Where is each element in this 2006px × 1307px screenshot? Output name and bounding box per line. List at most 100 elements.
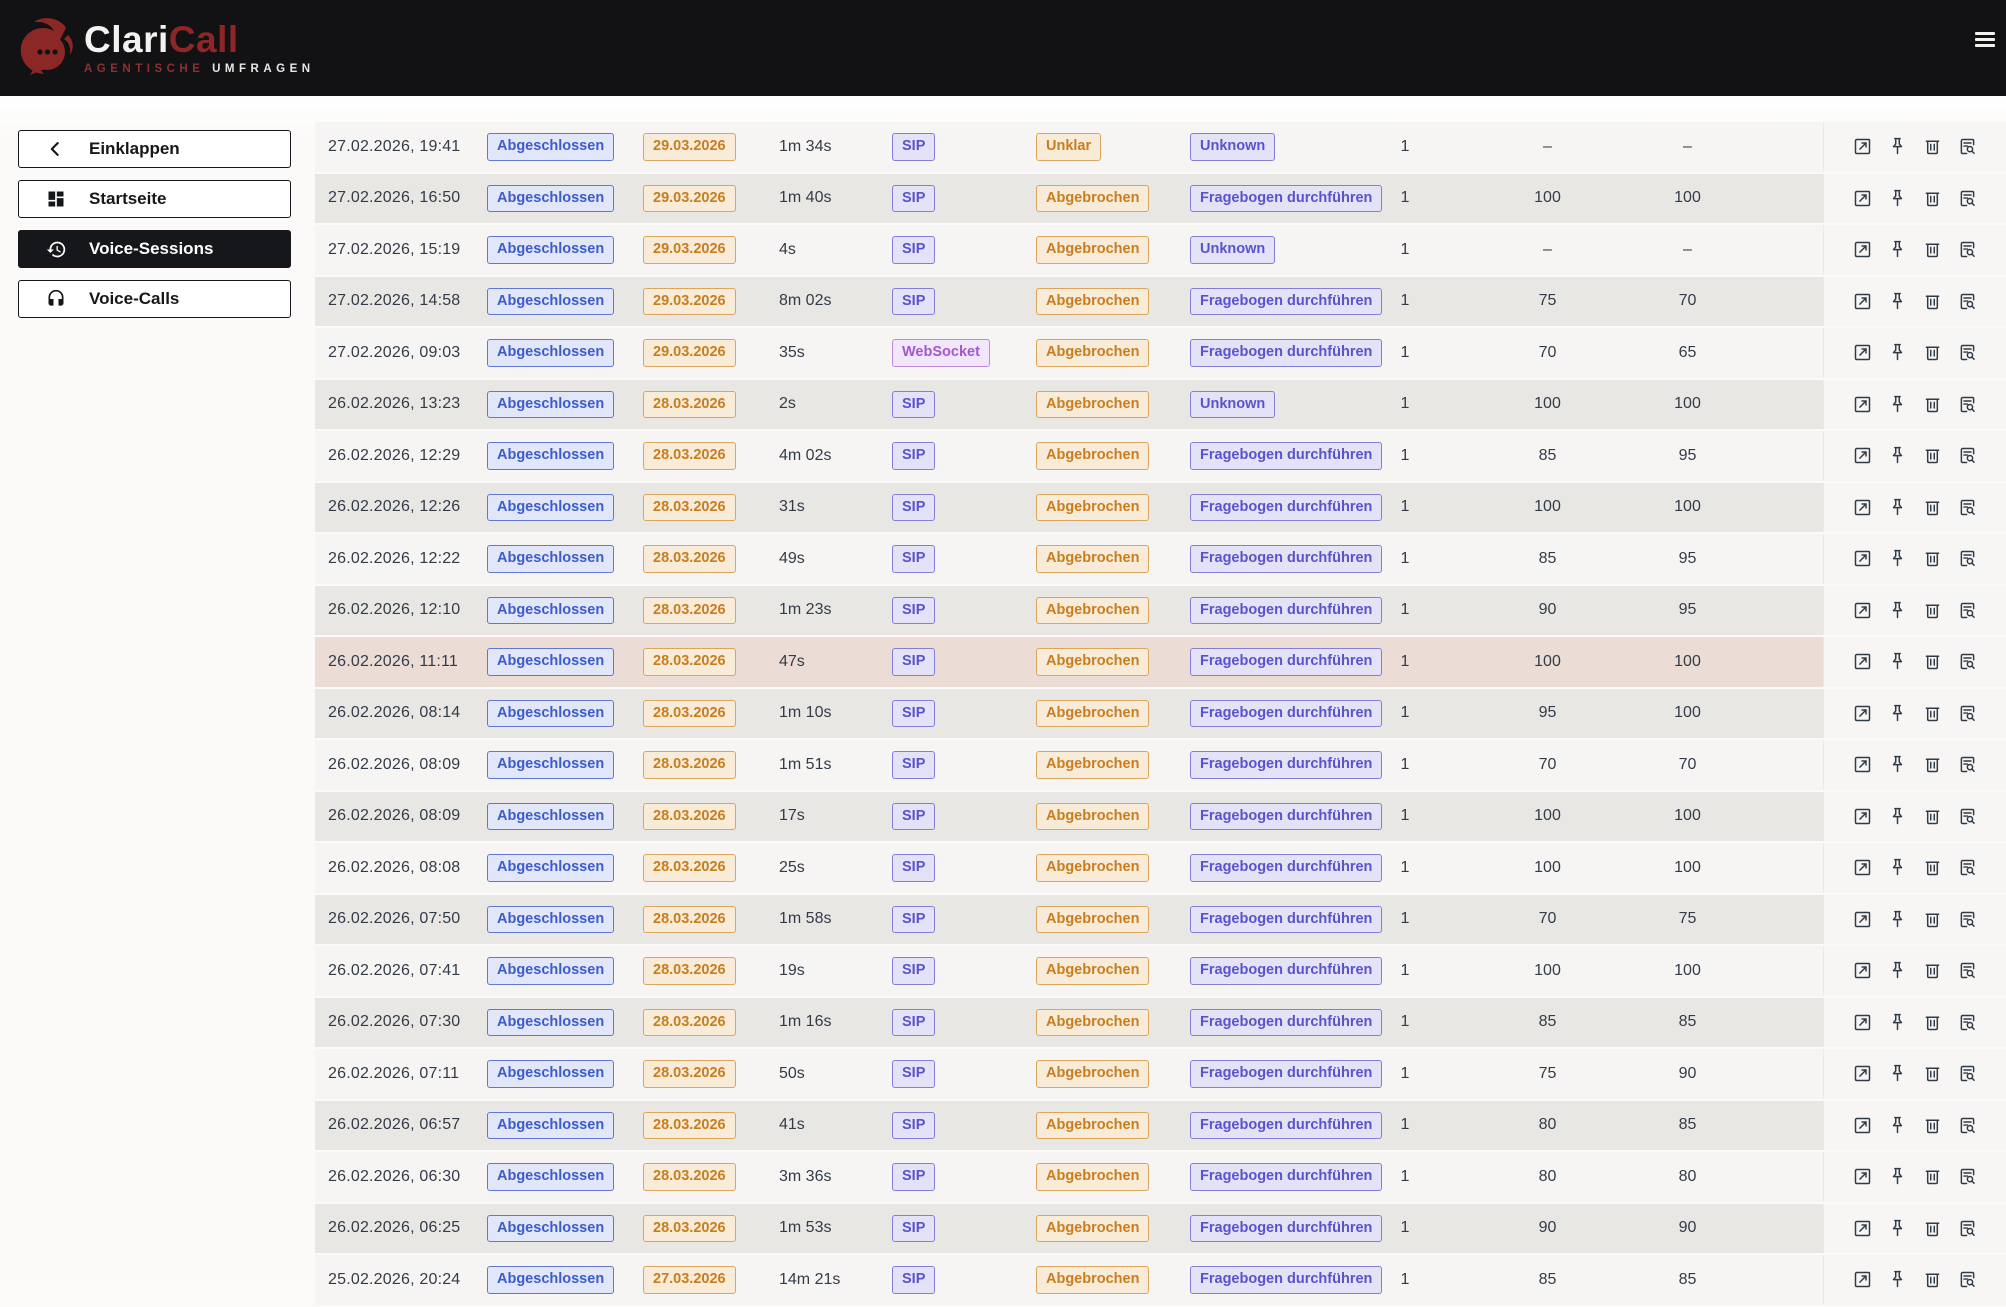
trash-icon[interactable]	[1922, 1166, 1943, 1187]
trash-icon[interactable]	[1922, 754, 1943, 775]
trash-icon[interactable]	[1922, 188, 1943, 209]
pin-icon[interactable]	[1887, 703, 1908, 724]
document-search-icon[interactable]	[1957, 600, 1978, 621]
pin-icon[interactable]	[1887, 1012, 1908, 1033]
trash-icon[interactable]	[1922, 291, 1943, 312]
trash-icon[interactable]	[1922, 548, 1943, 569]
session-row[interactable]: 25.02.2026, 20:24 Abgeschlossen 27.03.2026…	[315, 1255, 2006, 1307]
document-search-icon[interactable]	[1957, 394, 1978, 415]
open-in-new-icon[interactable]	[1852, 497, 1873, 518]
document-search-icon[interactable]	[1957, 960, 1978, 981]
pin-icon[interactable]	[1887, 394, 1908, 415]
open-in-new-icon[interactable]	[1852, 960, 1873, 981]
open-in-new-icon[interactable]	[1852, 1012, 1873, 1033]
trash-icon[interactable]	[1922, 909, 1943, 930]
menu-hamburger-icon[interactable]	[1975, 32, 1995, 47]
open-in-new-icon[interactable]	[1852, 651, 1873, 672]
session-row[interactable]: 26.02.2026, 08:09 Abgeschlossen 28.03.2026…	[315, 740, 2006, 792]
open-in-new-icon[interactable]	[1852, 394, 1873, 415]
trash-icon[interactable]	[1922, 1012, 1943, 1033]
document-search-icon[interactable]	[1957, 1166, 1978, 1187]
pin-icon[interactable]	[1887, 960, 1908, 981]
open-in-new-icon[interactable]	[1852, 342, 1873, 363]
pin-icon[interactable]	[1887, 806, 1908, 827]
open-in-new-icon[interactable]	[1852, 1115, 1873, 1136]
pin-icon[interactable]	[1887, 1269, 1908, 1290]
session-row[interactable]: 26.02.2026, 08:09 Abgeschlossen 28.03.2026…	[315, 791, 2006, 843]
document-search-icon[interactable]	[1957, 806, 1978, 827]
sidebar-item-startseite[interactable]: Startseite	[18, 180, 291, 218]
session-row[interactable]: 26.02.2026, 07:11 Abgeschlossen 28.03.2026…	[315, 1049, 2006, 1101]
document-search-icon[interactable]	[1957, 703, 1978, 724]
open-in-new-icon[interactable]	[1852, 1269, 1873, 1290]
document-search-icon[interactable]	[1957, 1115, 1978, 1136]
open-in-new-icon[interactable]	[1852, 239, 1873, 260]
session-row[interactable]: 27.02.2026, 09:03 Abgeschlossen 29.03.2026…	[315, 328, 2006, 380]
pin-icon[interactable]	[1887, 600, 1908, 621]
open-in-new-icon[interactable]	[1852, 754, 1873, 775]
trash-icon[interactable]	[1922, 1115, 1943, 1136]
session-row[interactable]: 26.02.2026, 08:14 Abgeschlossen 28.03.2026…	[315, 688, 2006, 740]
document-search-icon[interactable]	[1957, 445, 1978, 466]
session-row[interactable]: 26.02.2026, 08:08 Abgeschlossen 28.03.2026…	[315, 843, 2006, 895]
document-search-icon[interactable]	[1957, 497, 1978, 518]
pin-icon[interactable]	[1887, 909, 1908, 930]
brand-logo[interactable]: ClariCall AGENTISCHE UMFRAGEN	[16, 14, 315, 83]
trash-icon[interactable]	[1922, 497, 1943, 518]
pin-icon[interactable]	[1887, 548, 1908, 569]
open-in-new-icon[interactable]	[1852, 1063, 1873, 1084]
document-search-icon[interactable]	[1957, 1218, 1978, 1239]
open-in-new-icon[interactable]	[1852, 188, 1873, 209]
pin-icon[interactable]	[1887, 291, 1908, 312]
pin-icon[interactable]	[1887, 857, 1908, 878]
trash-icon[interactable]	[1922, 703, 1943, 724]
trash-icon[interactable]	[1922, 445, 1943, 466]
open-in-new-icon[interactable]	[1852, 600, 1873, 621]
pin-icon[interactable]	[1887, 1115, 1908, 1136]
document-search-icon[interactable]	[1957, 857, 1978, 878]
pin-icon[interactable]	[1887, 188, 1908, 209]
pin-icon[interactable]	[1887, 136, 1908, 157]
sidebar-item-voice-sessions[interactable]: Voice-Sessions	[18, 230, 291, 268]
trash-icon[interactable]	[1922, 651, 1943, 672]
session-row[interactable]: 26.02.2026, 06:30 Abgeschlossen 28.03.2026…	[315, 1152, 2006, 1204]
session-row[interactable]: 26.02.2026, 06:25 Abgeschlossen 28.03.2026…	[315, 1203, 2006, 1255]
trash-icon[interactable]	[1922, 857, 1943, 878]
document-search-icon[interactable]	[1957, 291, 1978, 312]
pin-icon[interactable]	[1887, 1063, 1908, 1084]
pin-icon[interactable]	[1887, 1218, 1908, 1239]
trash-icon[interactable]	[1922, 1063, 1943, 1084]
trash-icon[interactable]	[1922, 136, 1943, 157]
trash-icon[interactable]	[1922, 1218, 1943, 1239]
sidebar-item-voice-calls[interactable]: Voice-Calls	[18, 280, 291, 318]
open-in-new-icon[interactable]	[1852, 703, 1873, 724]
trash-icon[interactable]	[1922, 600, 1943, 621]
pin-icon[interactable]	[1887, 651, 1908, 672]
trash-icon[interactable]	[1922, 239, 1943, 260]
document-search-icon[interactable]	[1957, 342, 1978, 363]
pin-icon[interactable]	[1887, 1166, 1908, 1187]
open-in-new-icon[interactable]	[1852, 445, 1873, 466]
pin-icon[interactable]	[1887, 445, 1908, 466]
open-in-new-icon[interactable]	[1852, 291, 1873, 312]
pin-icon[interactable]	[1887, 239, 1908, 260]
session-row[interactable]: 27.02.2026, 15:19 Abgeschlossen 29.03.2026…	[315, 225, 2006, 277]
open-in-new-icon[interactable]	[1852, 548, 1873, 569]
open-in-new-icon[interactable]	[1852, 1218, 1873, 1239]
session-row[interactable]: 26.02.2026, 13:23 Abgeschlossen 28.03.2026…	[315, 379, 2006, 431]
session-row[interactable]: 26.02.2026, 07:50 Abgeschlossen 28.03.2026…	[315, 894, 2006, 946]
session-row[interactable]: 27.02.2026, 19:41 Abgeschlossen 29.03.2026…	[315, 122, 2006, 174]
trash-icon[interactable]	[1922, 1269, 1943, 1290]
session-row[interactable]: 26.02.2026, 07:41 Abgeschlossen 28.03.2026…	[315, 946, 2006, 998]
pin-icon[interactable]	[1887, 497, 1908, 518]
open-in-new-icon[interactable]	[1852, 806, 1873, 827]
trash-icon[interactable]	[1922, 960, 1943, 981]
document-search-icon[interactable]	[1957, 239, 1978, 260]
session-row[interactable]: 26.02.2026, 12:22 Abgeschlossen 28.03.2026…	[315, 534, 2006, 586]
pin-icon[interactable]	[1887, 342, 1908, 363]
document-search-icon[interactable]	[1957, 1063, 1978, 1084]
sidebar-item-einklappen[interactable]: Einklappen	[18, 130, 291, 168]
document-search-icon[interactable]	[1957, 754, 1978, 775]
trash-icon[interactable]	[1922, 394, 1943, 415]
trash-icon[interactable]	[1922, 342, 1943, 363]
